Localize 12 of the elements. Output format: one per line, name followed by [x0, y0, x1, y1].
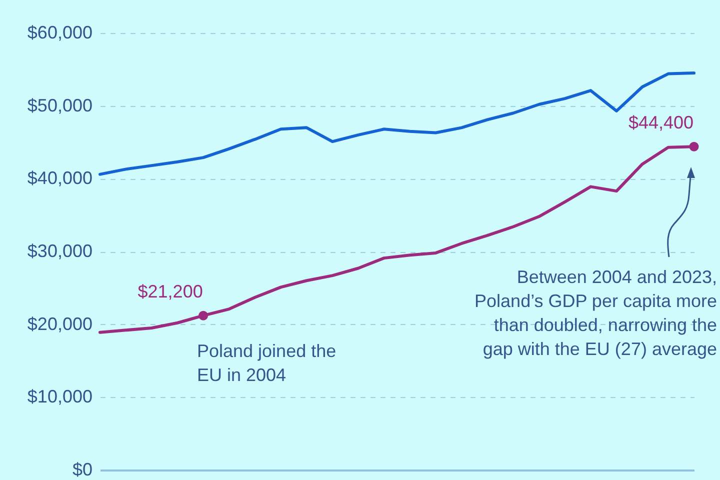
data-label: $21,200	[138, 282, 203, 302]
data-label: $44,400	[628, 112, 694, 133]
annotation: Poland joined the EU in 2004	[197, 340, 338, 387]
y-tick-label: $10,000	[27, 386, 92, 407]
y-tick-label: $50,000	[27, 95, 92, 116]
y-tick-label: $60,000	[27, 22, 92, 42]
y-tick-label: $30,000	[27, 241, 92, 261]
annotation: Between 2004 and 2023, Poland’s GDP per capita more than doubled, narrowing the gap with the EU (27) average	[474, 266, 717, 361]
y-tick-label: $20,000	[27, 314, 92, 334]
line-series	[98, 72, 696, 176]
y-tick-label: $40,000	[27, 168, 92, 188]
y-tick-label: $0	[72, 460, 92, 480]
